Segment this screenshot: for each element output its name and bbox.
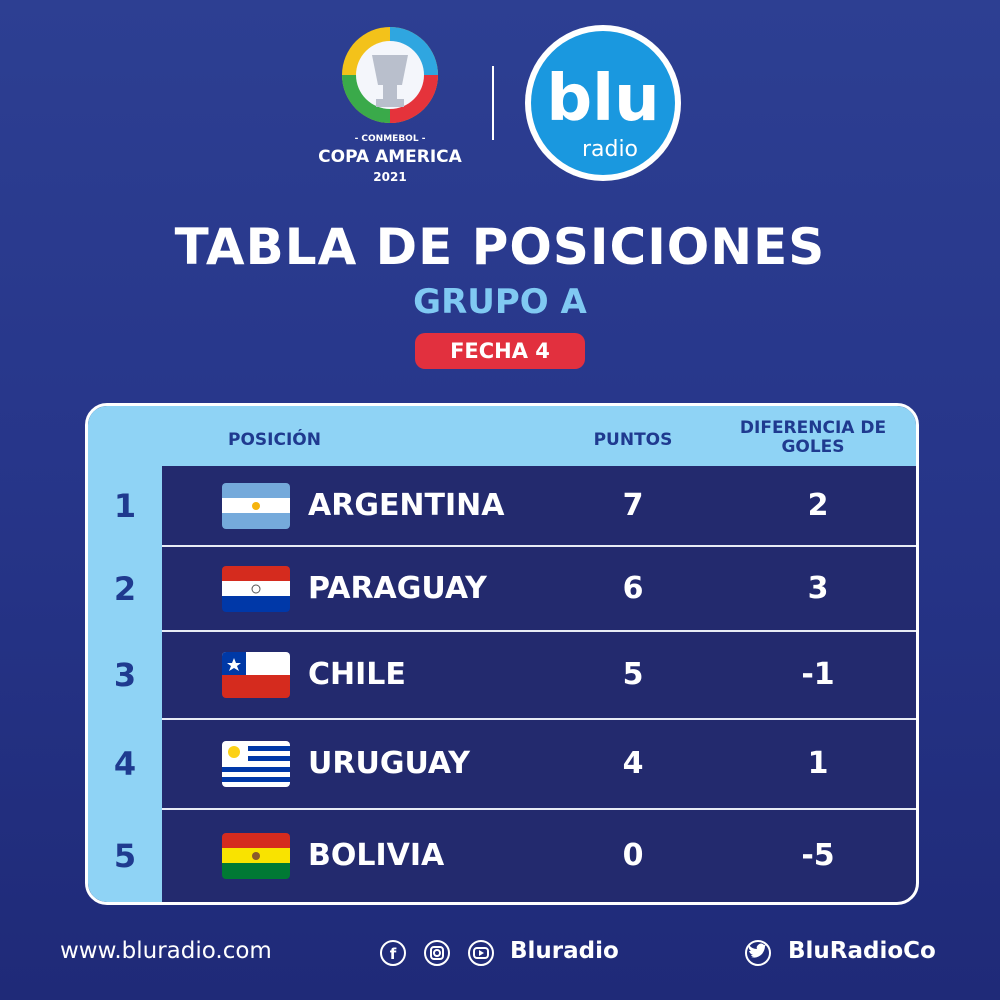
row-divider — [162, 545, 916, 547]
points: 6 — [622, 570, 644, 606]
goal-difference: 1 — [807, 746, 829, 781]
table: POSICIÓN PUNTOS DIFERENCIA DE GOLES 1 ARG… — [85, 403, 919, 905]
flag — [222, 483, 290, 529]
website: www.bluradio.com — [60, 938, 272, 964]
svg-text:f: f — [390, 945, 397, 963]
team: PARAGUAY — [308, 570, 487, 606]
column-header: POSICIÓN — [228, 430, 321, 450]
flag — [222, 832, 290, 879]
logos: - CONMEBOL - COPA AMERICA 2021 blu radio — [318, 25, 681, 184]
footer-icons: f — [380, 940, 771, 966]
column-header: PUNTOS — [593, 430, 673, 450]
team: URUGUAY — [308, 746, 470, 781]
social-handle: Bluradio — [510, 938, 619, 964]
goal-difference: 2 — [807, 488, 829, 523]
points: 0 — [622, 837, 644, 873]
header-band — [88, 406, 916, 466]
row-divider — [162, 808, 916, 810]
flag — [222, 565, 290, 612]
column-header: DIFERENCIA DE GOLES — [739, 418, 887, 457]
position: 3 — [113, 656, 137, 694]
title: TABLA DE POSICIONES — [174, 218, 826, 276]
goal-difference: 3 — [807, 570, 829, 606]
copa-name: COPA AMERICA — [318, 147, 462, 167]
goal-difference: -5 — [801, 837, 835, 873]
position: 4 — [113, 745, 137, 783]
twitter-handle: BluRadioCo — [788, 938, 936, 964]
copa-logo — [342, 27, 438, 123]
row-divider — [162, 718, 916, 720]
copa-year: 2021 — [373, 170, 406, 184]
points: 5 — [622, 657, 644, 692]
badge: FECHA 4 — [415, 333, 585, 369]
team: ARGENTINA — [308, 488, 505, 523]
blu-name: blu — [546, 62, 659, 136]
subtitle: GRUPO A — [413, 282, 587, 322]
row-divider — [162, 630, 916, 632]
flag — [222, 741, 290, 787]
flag — [222, 652, 290, 698]
blu-circle — [531, 31, 675, 175]
position: 2 — [113, 569, 137, 608]
position: 1 — [113, 487, 137, 525]
points: 4 — [622, 746, 644, 781]
position: 5 — [113, 836, 137, 875]
points: 7 — [622, 488, 644, 523]
copa-org: - CONMEBOL - — [355, 134, 426, 144]
blu-sub: radio — [582, 137, 638, 162]
team: CHILE — [308, 657, 406, 692]
position-column — [88, 466, 162, 902]
team: BOLIVIA — [308, 837, 445, 873]
goal-difference: -1 — [801, 657, 835, 692]
